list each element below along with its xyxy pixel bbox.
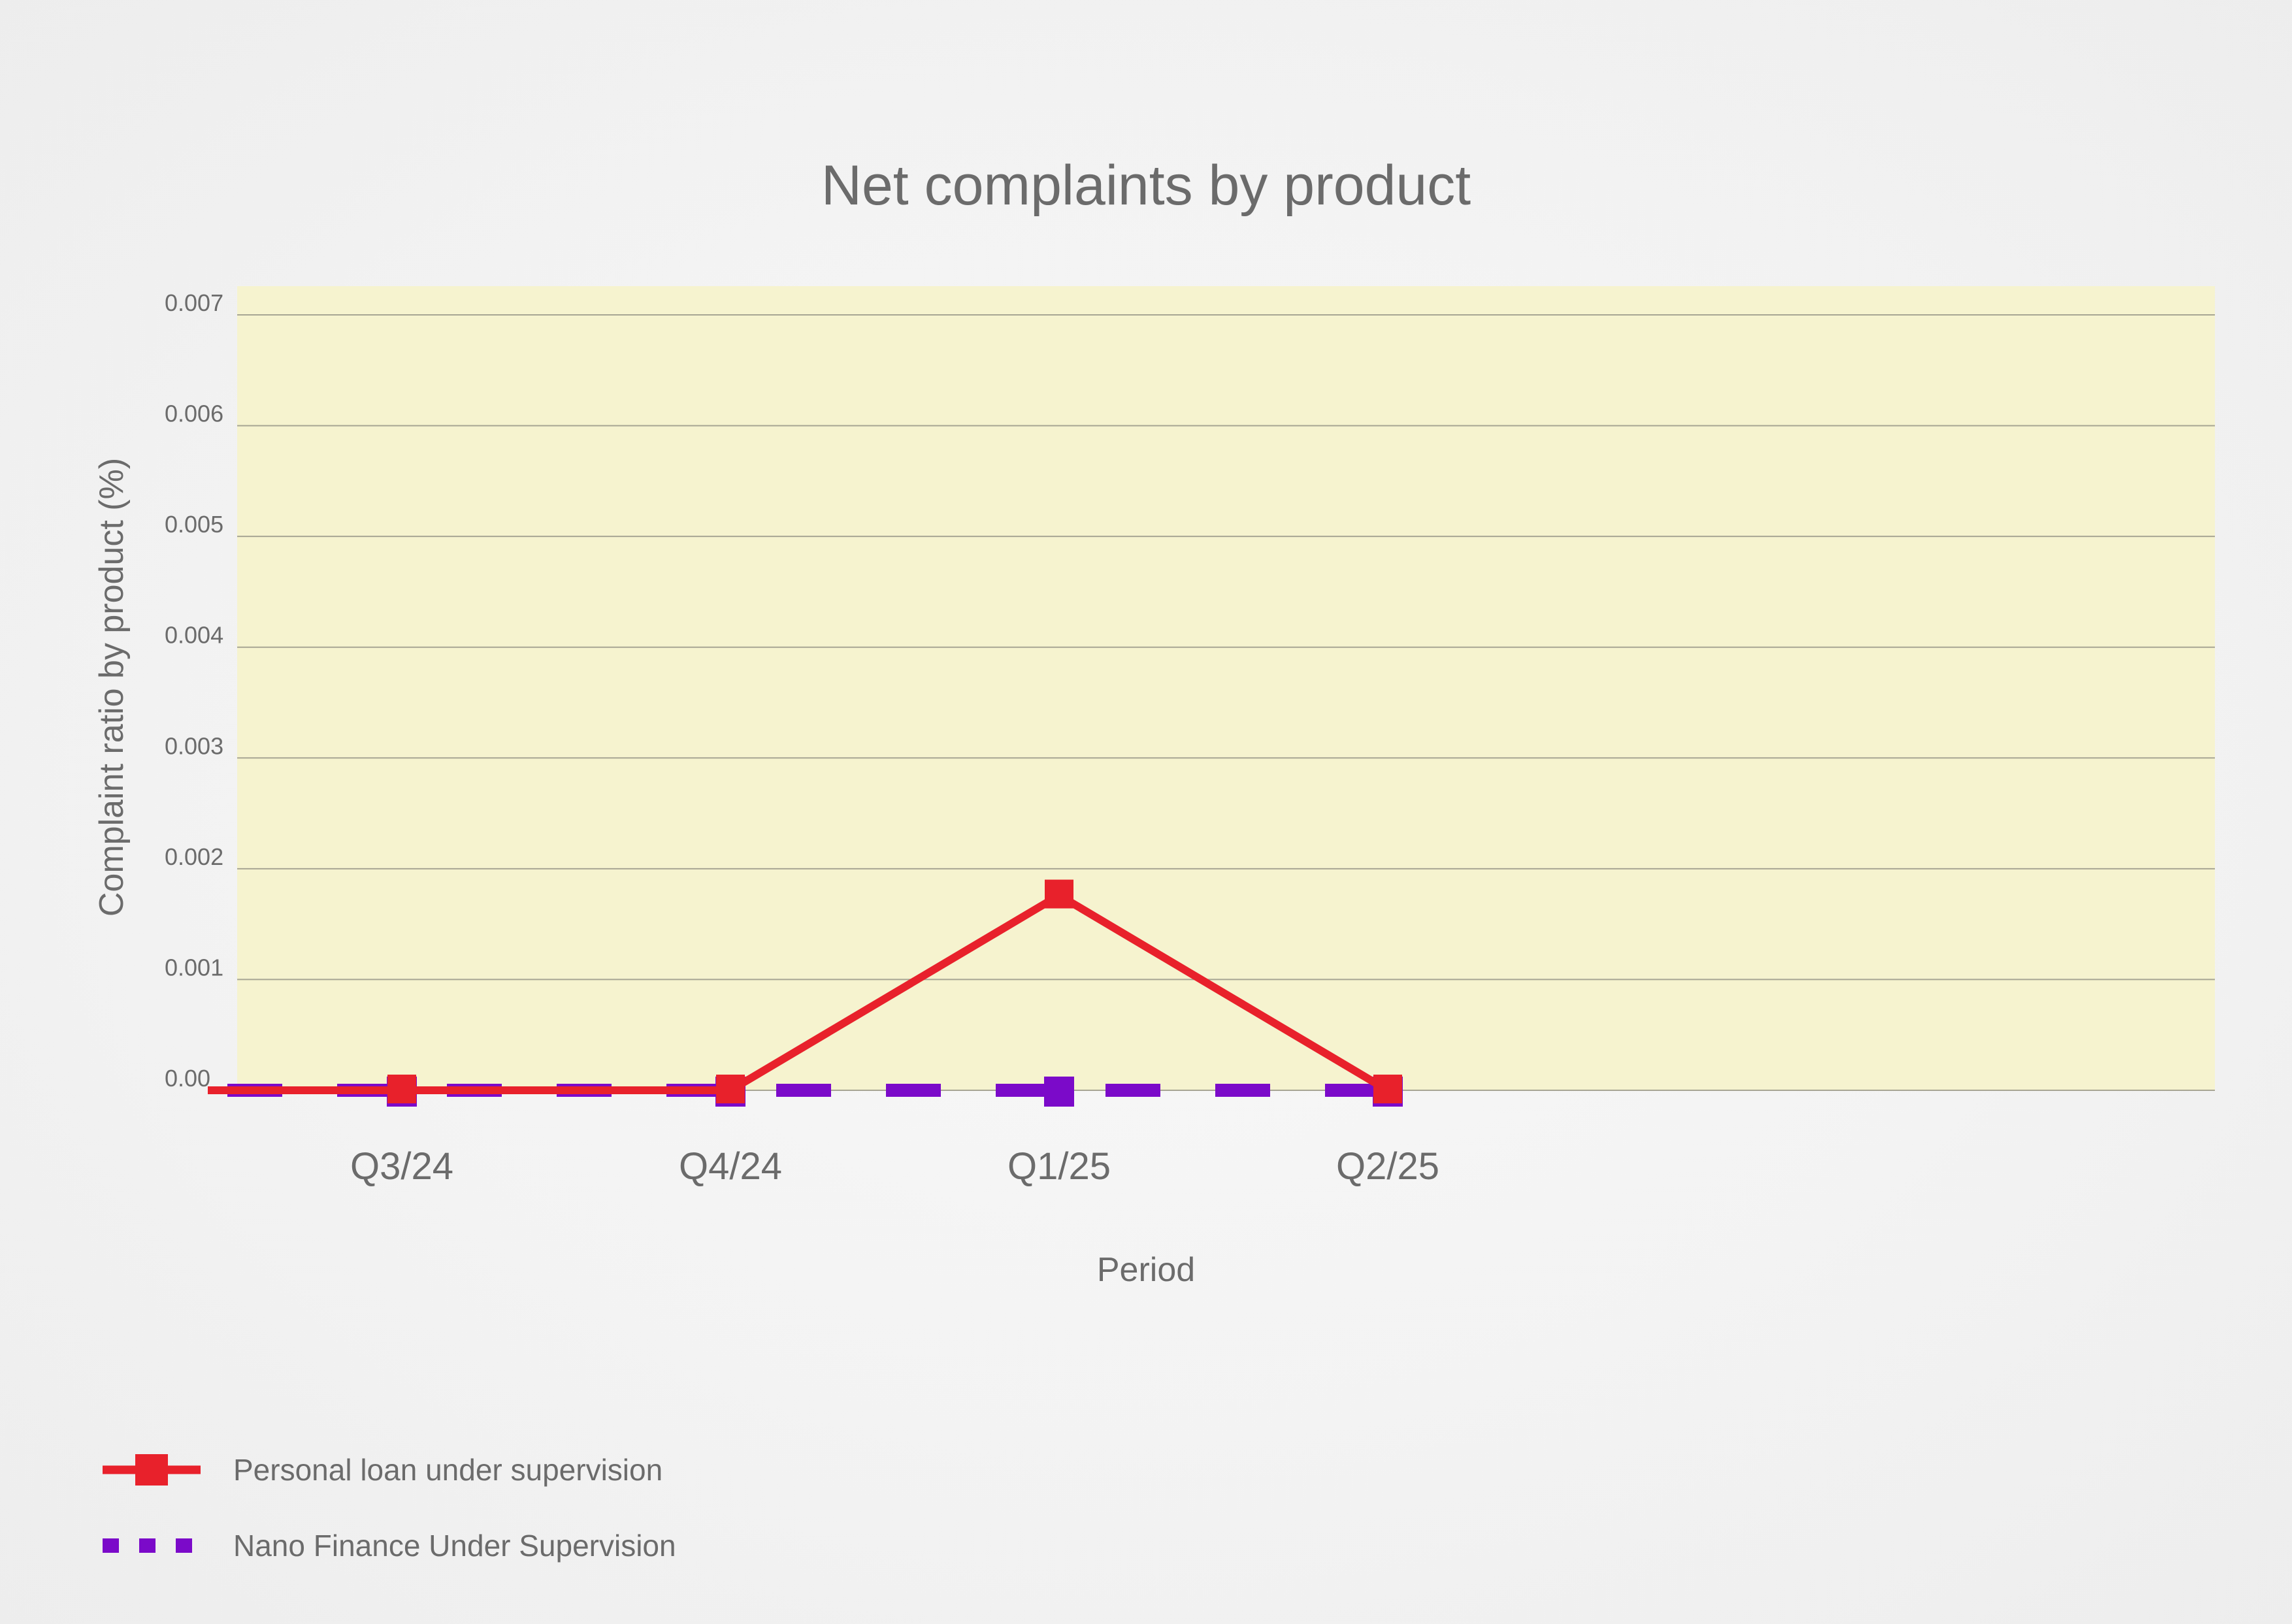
legend-label: Nano Finance Under Supervision: [233, 1529, 676, 1563]
legend-marker: [135, 1454, 168, 1486]
y-tick-label: 0.001: [165, 954, 223, 981]
x-axis-label: Period: [1097, 1251, 1195, 1289]
data-point: [716, 1075, 745, 1103]
y-tick-label: 0.007: [165, 289, 223, 316]
x-tick-label: Q4/24: [679, 1145, 782, 1188]
gridlines: [208, 314, 2215, 1091]
series-group: [208, 879, 1403, 1107]
chart-title: Net complaints by product: [821, 154, 1471, 217]
y-tick-label: 0.005: [165, 511, 223, 538]
y-tick-label: 0.004: [165, 622, 223, 649]
data-point: [1373, 1075, 1402, 1103]
data-point: [387, 1075, 416, 1103]
legend-dash: [176, 1538, 192, 1553]
y-tick-label: 0.002: [165, 843, 223, 870]
x-axis-ticks: Q3/24 Q4/24 Q1/25 Q2/25: [350, 1145, 1439, 1188]
x-tick-label: Q3/24: [350, 1145, 453, 1188]
y-axis-label: Complaint ratio by product (%): [93, 458, 131, 917]
y-tick-label: 0.00: [165, 1065, 210, 1092]
y-tick-label: 0.003: [165, 732, 223, 759]
y-tick-label: 0.006: [165, 400, 223, 427]
legend-dash: [139, 1538, 156, 1553]
x-tick-label: Q2/25: [1336, 1145, 1439, 1188]
data-point: [1045, 879, 1073, 909]
plot-background: [237, 286, 2215, 1090]
y-axis-ticks: 0.00 0.001 0.002 0.003 0.004 0.005 0.006 0.007: [165, 289, 223, 1092]
x-tick-label: Q1/25: [1007, 1145, 1111, 1188]
legend-dash: [103, 1538, 119, 1553]
legend: Personal loan under supervision Nano Fina…: [103, 1453, 676, 1563]
legend-label: Personal loan under supervision: [233, 1453, 663, 1487]
data-point: [1044, 1077, 1074, 1107]
